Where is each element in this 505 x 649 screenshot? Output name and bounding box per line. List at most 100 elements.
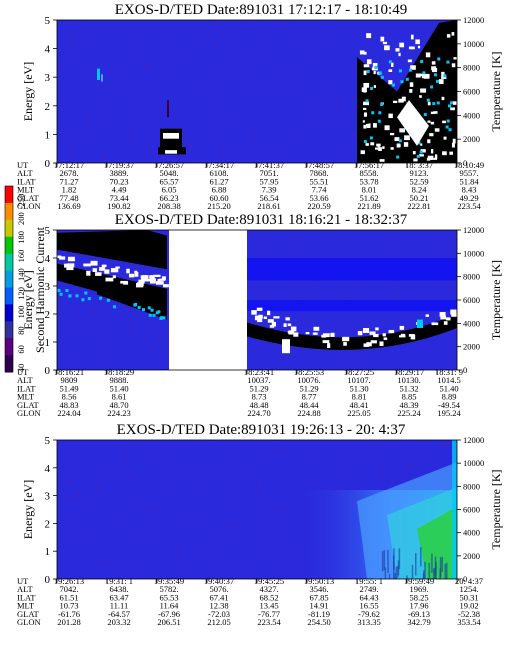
ephemeris-cell: 4.49 — [112, 185, 127, 195]
colorbar-tick-label: 180 — [16, 231, 26, 244]
white-patch — [363, 82, 370, 88]
ephemeris-cell: -72.03 — [208, 609, 230, 619]
noise-speck — [294, 253, 297, 255]
white-patch — [372, 62, 378, 68]
ephemeris-cell: 63.47 — [109, 592, 128, 602]
noise-speck — [212, 132, 214, 134]
y-tick-label: 1 — [45, 337, 51, 349]
ephemeris-cell: 19:31: 1 — [105, 576, 133, 586]
noise-speck — [71, 42, 73, 45]
noise-speck — [222, 35, 224, 37]
ephemeris-cell: 201.28 — [57, 617, 80, 627]
noise-speck — [317, 325, 319, 328]
ephemeris-cell: 8.81 — [352, 392, 367, 402]
white-patch — [442, 151, 447, 156]
white-patch — [443, 136, 447, 140]
y-tick-label: 1 — [45, 546, 51, 558]
white-patch — [389, 132, 395, 136]
ephemeris-cell: 5076. — [209, 584, 228, 594]
white-patch — [399, 128, 405, 133]
ephemeris-cell: 136.69 — [57, 201, 80, 211]
noise-speck — [248, 73, 250, 75]
ephemeris-cell: 51.62 — [359, 193, 378, 203]
noise-speck — [378, 456, 380, 458]
white-patch — [430, 111, 435, 115]
ephemeris-cell: 11.11 — [110, 601, 129, 611]
noise-speck — [145, 122, 147, 124]
white-patch — [420, 149, 426, 153]
streak — [397, 560, 400, 576]
y-tick-label: 5 — [45, 435, 51, 447]
colorbar-tick-label: 140 — [16, 268, 26, 281]
streak — [398, 548, 401, 570]
white-patch — [417, 45, 421, 49]
noise-speck — [258, 159, 261, 161]
noise-speck — [251, 52, 253, 54]
noise-speck — [275, 344, 277, 346]
ephemeris-cell: 1254. — [459, 584, 478, 594]
white-patch — [282, 339, 290, 354]
cyan-patch — [142, 308, 146, 312]
ephemeris-cell: 19:35:49 — [154, 576, 184, 586]
white-patch — [263, 316, 267, 320]
noise-speck — [71, 472, 73, 474]
ephemeris-cell: 222.81 — [407, 201, 430, 211]
ephemeris-row-label: GLON — [17, 201, 41, 211]
white-patch — [90, 260, 98, 266]
noise-speck — [62, 63, 64, 65]
noise-speck — [60, 314, 62, 317]
cyan-patch — [400, 80, 404, 84]
white-patch — [115, 266, 120, 269]
y-right-tick-label: 12000 — [463, 225, 484, 235]
noise-speck — [301, 137, 303, 139]
ephemeris-cell: 51.29 — [249, 383, 268, 393]
ephemeris-cell: 20: 4:37 — [455, 576, 483, 586]
colorbar-tick-label: 60 — [16, 345, 26, 354]
ephemeris-cell: 215.20 — [207, 201, 230, 211]
white-patch — [395, 48, 400, 52]
data-gap — [169, 230, 247, 370]
y-tick-label: 3 — [45, 281, 51, 293]
colorbar-segment — [5, 304, 13, 322]
ephemeris-cell: 66.23 — [159, 193, 178, 203]
streak — [424, 561, 426, 579]
noise-speck — [185, 478, 187, 480]
ephemeris-cell: 6438. — [109, 584, 128, 594]
white-patch — [366, 123, 371, 129]
ephemeris-cell: 18:25:53 — [294, 367, 324, 377]
ephemeris-cell: 52.59 — [409, 176, 428, 186]
noise-speck — [128, 473, 130, 475]
white-patch — [101, 264, 107, 268]
noise-speck — [230, 57, 232, 59]
noise-speck — [165, 35, 167, 37]
y-right-tick-label: 6000 — [463, 295, 480, 305]
y-right-tick-label: 6000 — [463, 87, 480, 97]
ephemeris-cell: 224.70 — [247, 408, 270, 418]
noise-speck — [294, 574, 297, 576]
white-patch — [59, 256, 66, 260]
white-patch — [443, 321, 448, 325]
noise-speck — [258, 323, 260, 325]
ephemeris-cell: 18:27:25 — [344, 367, 374, 377]
noise-speck — [225, 46, 227, 48]
white-patch — [375, 147, 381, 150]
colorbar-label: Second Harmonic Current — [33, 226, 47, 353]
white-patch — [390, 147, 394, 150]
noise-speck — [425, 461, 427, 464]
cyan-patch — [434, 73, 438, 77]
noise-speck — [66, 457, 68, 459]
noise-speck — [67, 138, 70, 141]
noise-speck — [187, 559, 189, 561]
white-patch — [375, 327, 379, 331]
noise-speck — [272, 150, 274, 153]
cyan-patch — [369, 136, 373, 140]
white-patch — [377, 144, 380, 148]
noise-speck — [159, 142, 161, 144]
cyan-patch — [366, 70, 370, 74]
noise-speck — [264, 346, 267, 348]
white-patch — [362, 328, 370, 334]
noise-speck — [281, 67, 283, 69]
noise-speck — [78, 494, 81, 497]
y-right-tick-label: 0 — [463, 158, 467, 168]
colorbar-tick-label: 250 — [16, 194, 26, 207]
